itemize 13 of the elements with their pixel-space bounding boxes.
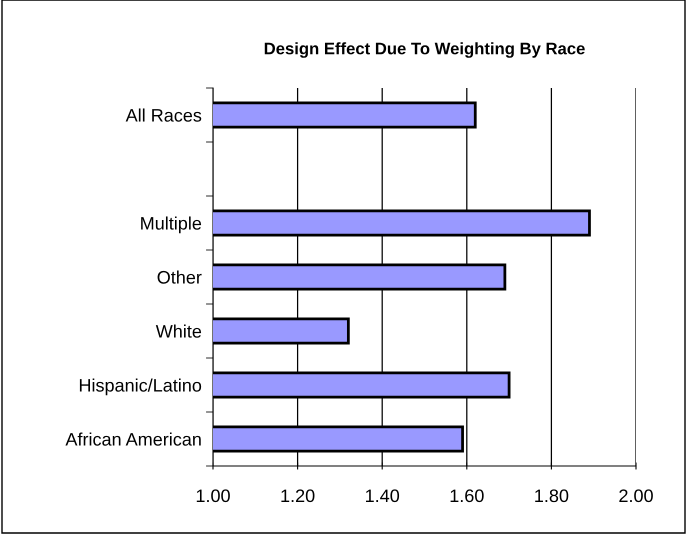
x-tick-label: 1.20 — [281, 489, 314, 502]
chart-title: Design Effect Due To Weighting By Race — [264, 42, 585, 58]
y-tick-label: Hispanic/Latino — [80, 378, 202, 396]
y-tick-label: Other — [158, 270, 202, 284]
y-tick-label: White — [156, 324, 202, 338]
x-tick-label: 1.60 — [450, 489, 484, 502]
x-tick-label: 1.80 — [535, 489, 568, 502]
y-tick-label: Multiple — [141, 216, 202, 234]
x-tick-label: 1.40 — [366, 489, 400, 502]
x-tick-label: 2.00 — [619, 489, 653, 502]
x-tick-label: 1.00 — [196, 489, 230, 502]
y-tick-label: All Races — [126, 108, 202, 122]
y-tick-label: African American — [65, 432, 201, 446]
